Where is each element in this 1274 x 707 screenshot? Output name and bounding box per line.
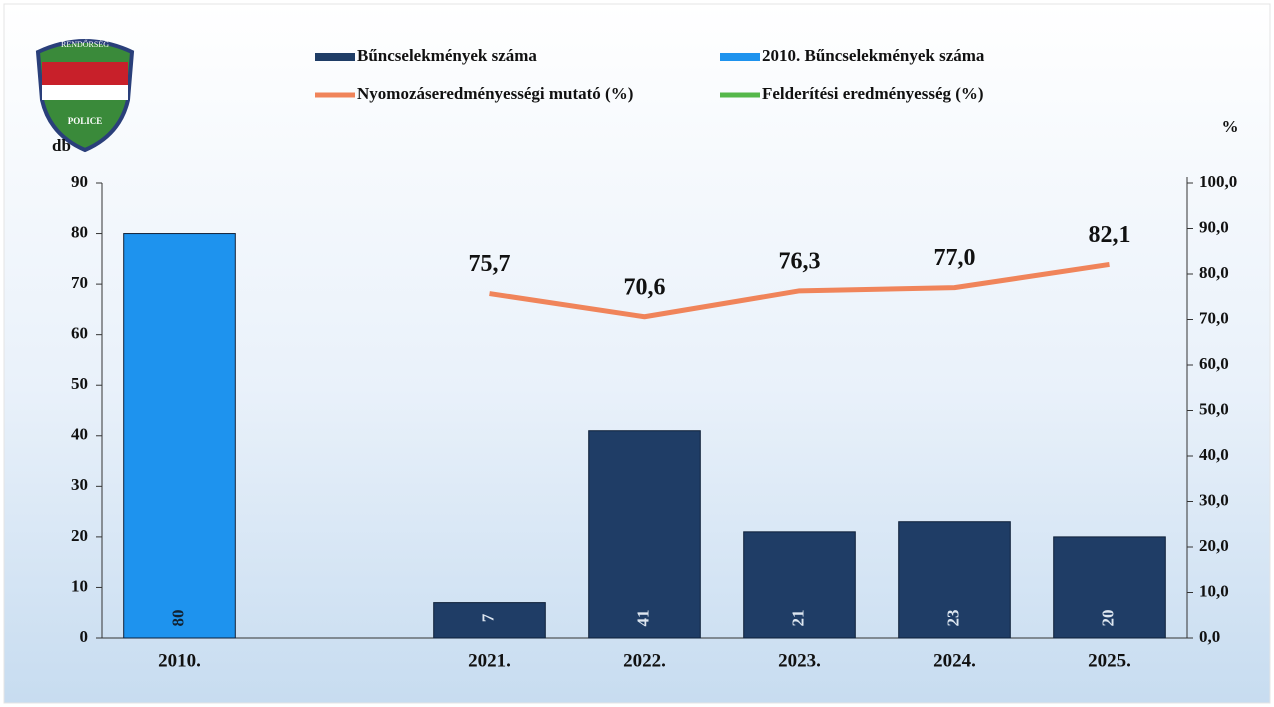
legend-label: 2010. Bűncselekmények száma (762, 46, 985, 65)
y-tick-label: 10 (71, 576, 88, 595)
y-tick-label: 70 (71, 273, 88, 292)
y-tick-label: 30 (71, 475, 88, 494)
x-tick-label: 2024. (933, 650, 976, 671)
y2-tick-label: 0,0 (1199, 627, 1220, 646)
bar (589, 431, 701, 638)
data-label: 75,7 (469, 251, 511, 277)
data-label: 76,3 (779, 248, 821, 274)
y2-tick-label: 40,0 (1199, 445, 1229, 464)
y2-tick-label: 20,0 (1199, 536, 1229, 555)
y2-tick-label: 60,0 (1199, 354, 1229, 373)
x-tick-label: 2010. (158, 650, 201, 671)
legend-label: Felderítési eredményesség (%) (762, 84, 984, 103)
x-tick-label: 2021. (468, 650, 511, 671)
bar-label: 41 (633, 610, 652, 627)
bar-label: 21 (788, 610, 807, 627)
legend-label: Nyomozáseredményességi mutató (%) (357, 84, 633, 103)
legend-swatch (315, 53, 355, 61)
x-tick-label: 2025. (1088, 650, 1131, 671)
y2-tick-label: 100,0 (1199, 172, 1237, 191)
y2-tick-label: 80,0 (1199, 263, 1229, 282)
y2-tick-label: 50,0 (1199, 399, 1229, 418)
logo-bottom: POLICE (68, 116, 103, 126)
y-tick-label: 80 (71, 222, 88, 241)
y-tick-label: 60 (71, 324, 88, 343)
y-tick-label: 0 (80, 627, 89, 646)
legend-label: Bűncselekmények száma (357, 46, 537, 65)
data-label: 70,6 (624, 274, 666, 300)
y-axis-label: db (52, 136, 71, 155)
y2-tick-label: 90,0 (1199, 217, 1229, 236)
legend-swatch (720, 53, 760, 61)
y2-axis-label: % (1222, 117, 1239, 136)
y-tick-label: 50 (71, 374, 88, 393)
x-tick-label: 2023. (778, 650, 821, 671)
y-tick-label: 40 (71, 425, 88, 444)
bar (124, 234, 236, 638)
data-label: 77,0 (934, 245, 976, 271)
bar-label: 20 (1098, 610, 1117, 627)
data-label: 82,1 (1089, 222, 1131, 248)
y2-tick-label: 70,0 (1199, 308, 1229, 327)
y2-tick-label: 10,0 (1199, 581, 1229, 600)
bar-label: 80 (168, 610, 187, 627)
y-tick-label: 90 (71, 172, 88, 191)
y-tick-label: 20 (71, 526, 88, 545)
x-tick-label: 2022. (623, 650, 666, 671)
y2-tick-label: 30,0 (1199, 490, 1229, 509)
chart: RENDŐRSÉG POLICE db % 0 10 20 30 40 50 60 70 80 9… (0, 0, 1274, 707)
bar-label: 23 (943, 610, 962, 627)
logo-top: RENDŐRSÉG (61, 39, 109, 49)
bar-label: 7 (478, 613, 497, 622)
